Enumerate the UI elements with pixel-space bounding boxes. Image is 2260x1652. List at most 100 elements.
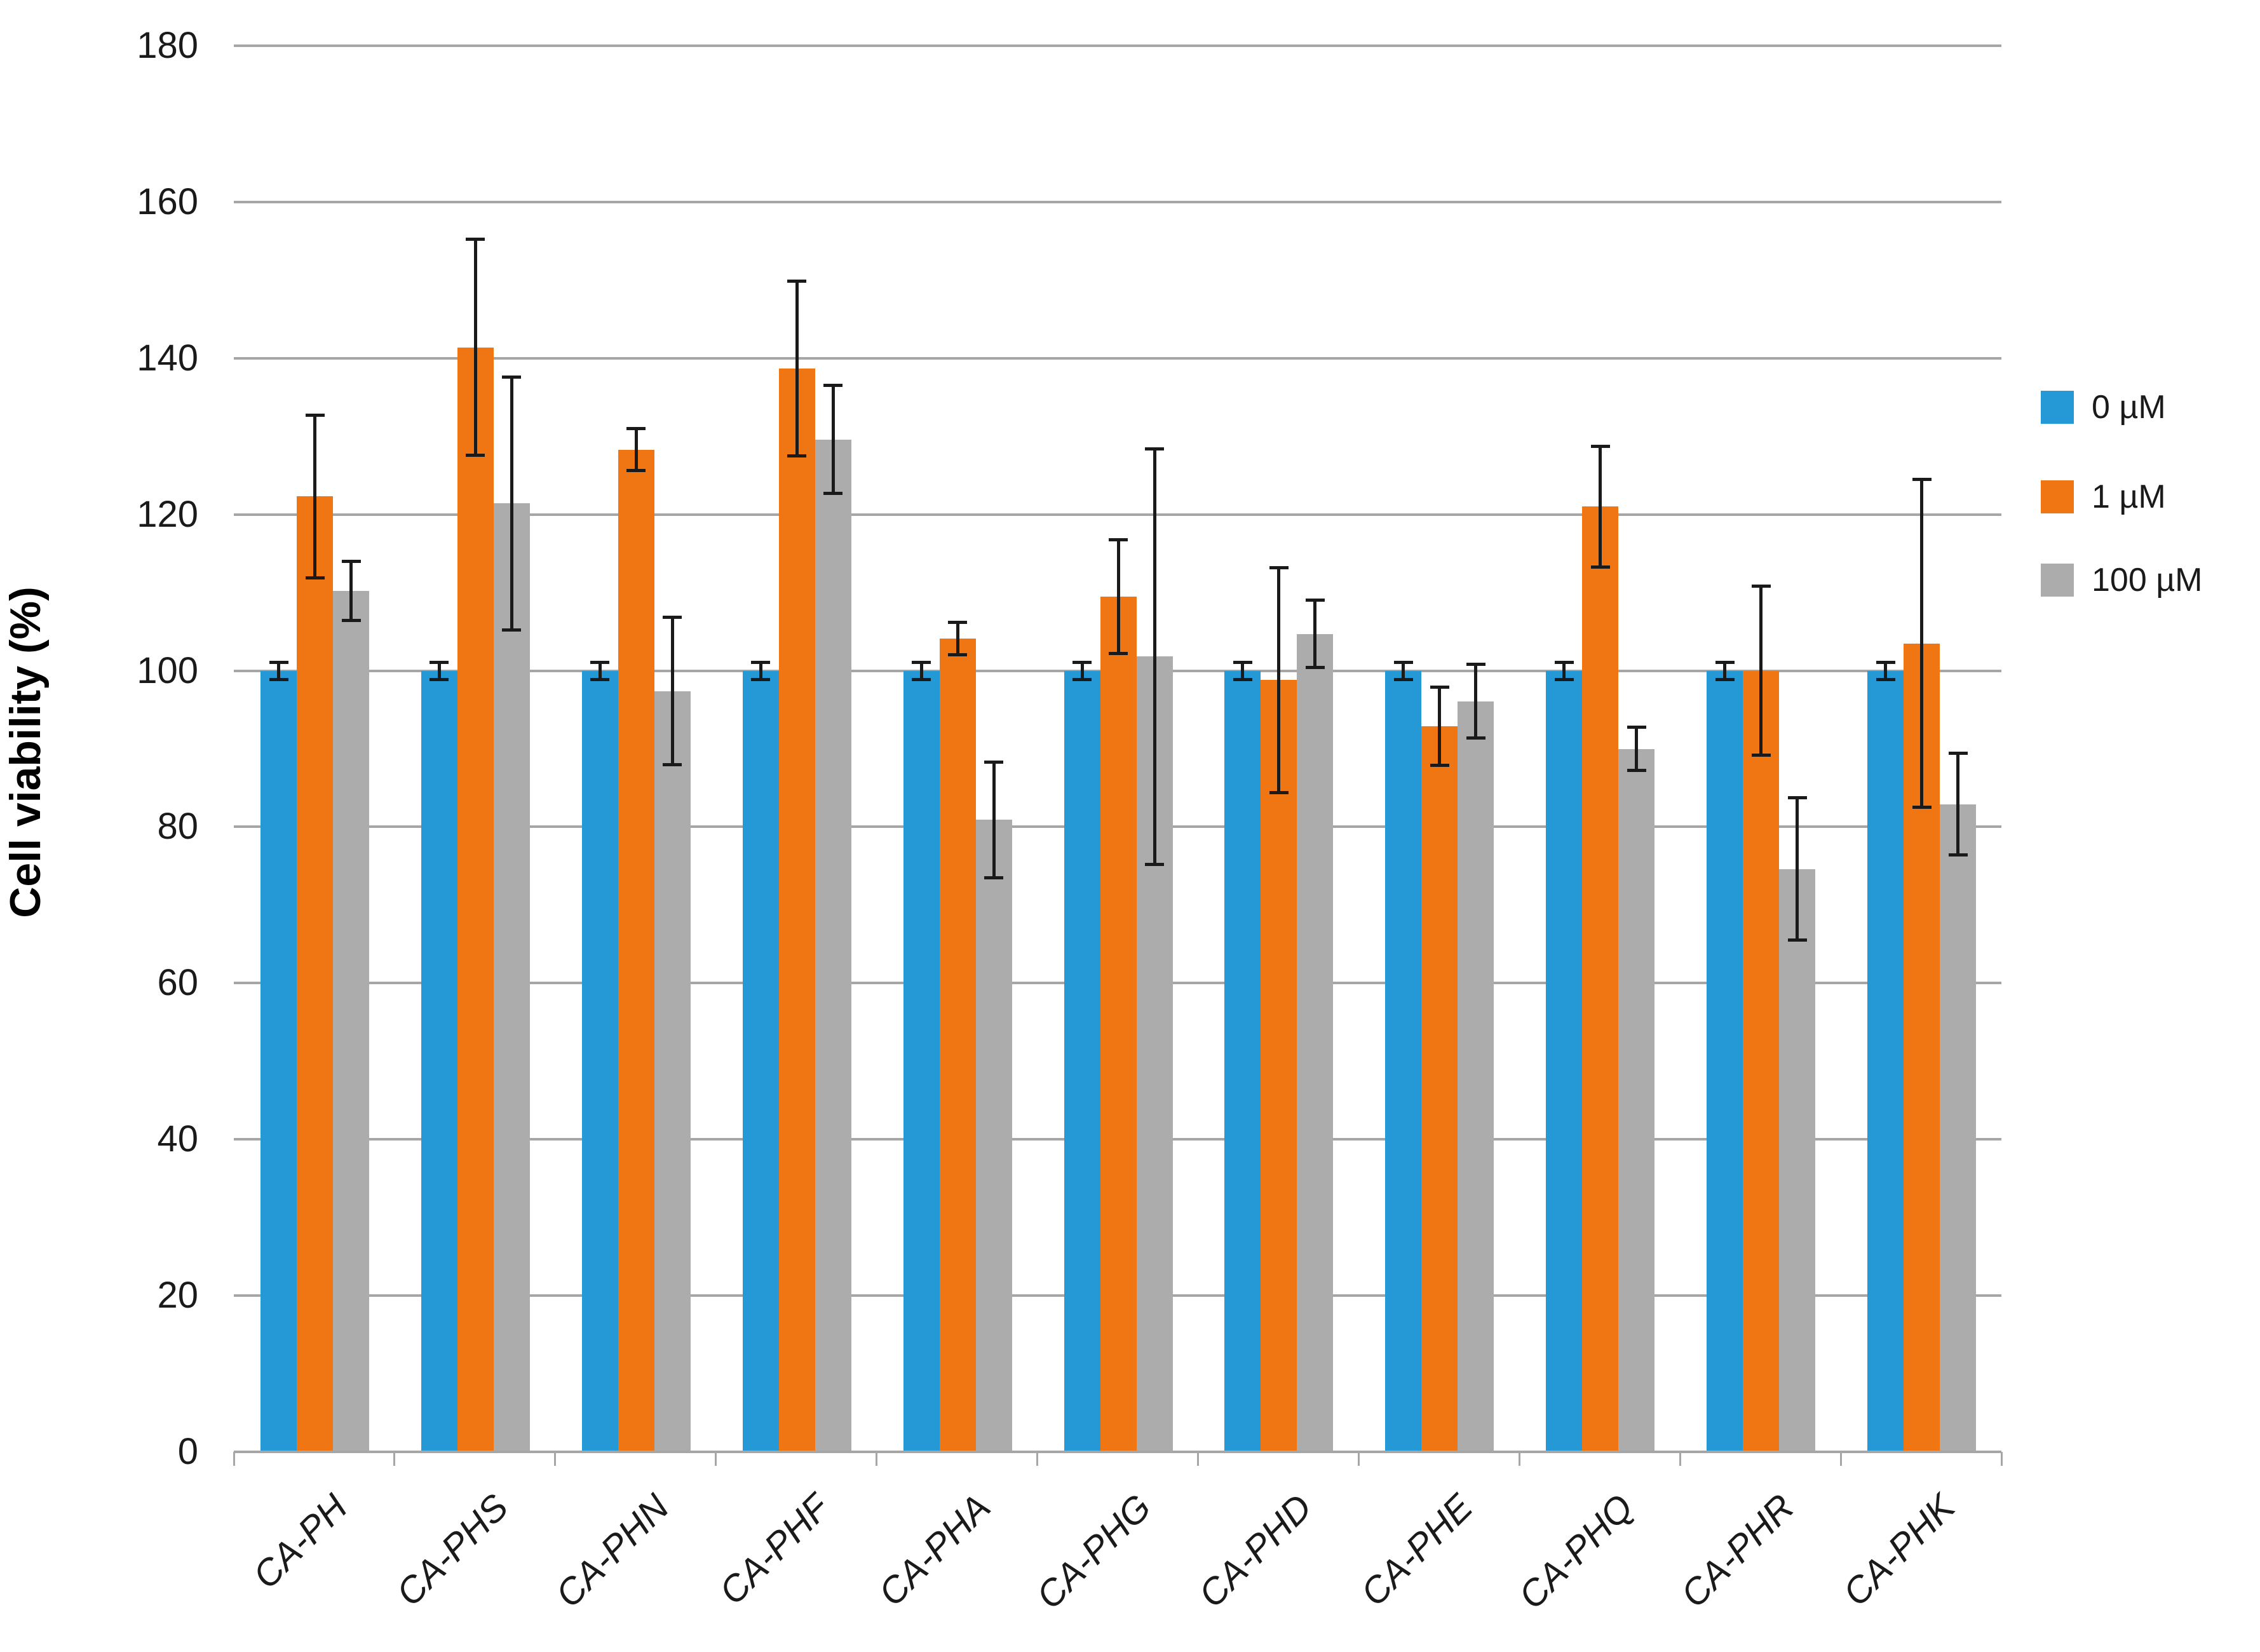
error-100-m-ca-phe-cap-bottom (1466, 736, 1485, 740)
legend-swatch-1-m (2041, 480, 2074, 513)
error-1-m-ca-phe-cap-bottom (1430, 763, 1449, 767)
error-100-m-ca-phs-cap-top (502, 375, 522, 379)
error-0-m-ca-phe-cap-top (1393, 660, 1413, 664)
bar-100-m-ca-ph (333, 591, 369, 1452)
error-100-m-ca-phg-cap-bottom (1145, 862, 1165, 866)
error-1-m-ca-phe-cap-top (1430, 685, 1449, 689)
bar-0-m-ca-phd (1224, 670, 1261, 1452)
bar-0-m-ca-phe (1385, 670, 1422, 1452)
error-100-m-ca-phg-line (1153, 449, 1156, 865)
y-tick-label-20: 20 (157, 1275, 198, 1317)
error-1-m-ca-phq-line (1599, 446, 1602, 567)
error-100-m-ca-phr-cap-bottom (1787, 938, 1807, 942)
bar-1-m-ca-phe (1421, 726, 1458, 1452)
x-axis-tick-3 (715, 1452, 717, 1466)
gridline-120 (234, 513, 2001, 516)
error-1-m-ca-phn-cap-top (626, 426, 646, 430)
bar-0-m-ca-ph (261, 670, 297, 1452)
y-tick-label-180: 180 (137, 25, 198, 66)
bar-0-m-ca-phs (421, 670, 457, 1452)
error-0-m-ca-phs-cap-top (430, 660, 449, 664)
error-1-m-ca-phs-cap-top (466, 238, 485, 241)
error-100-m-ca-ph-cap-bottom (341, 619, 361, 623)
y-tick-label-80: 80 (157, 806, 198, 848)
error-1-m-ca-phs-cap-bottom (466, 453, 485, 457)
legend-swatch-100-m (2041, 564, 2074, 597)
error-1-m-ca-phg-line (1116, 539, 1120, 654)
y-tick-label-100: 100 (137, 649, 198, 691)
bar-100-m-ca-phq (1618, 748, 1655, 1452)
error-0-m-ca-pha-line (919, 662, 923, 680)
error-100-m-ca-phq-cap-top (1627, 725, 1646, 729)
error-100-m-ca-phn-line (670, 617, 674, 765)
error-0-m-ca-pha-cap-bottom (912, 677, 931, 681)
error-0-m-ca-phg-cap-top (1072, 660, 1092, 664)
bar-1-m-ca-phr (1743, 670, 1780, 1452)
x-axis-tick-10 (1839, 1452, 1842, 1466)
error-100-m-ca-phr-cap-top (1787, 796, 1807, 800)
error-100-m-ca-phe-cap-top (1466, 663, 1485, 667)
error-100-m-ca-ph-line (349, 561, 353, 621)
error-100-m-ca-phk-line (1956, 753, 1960, 855)
error-1-m-ca-phs-line (473, 239, 477, 456)
x-category-label-ca-ph: CA-PH (245, 1486, 356, 1597)
bar-100-m-ca-pha (975, 820, 1012, 1452)
error-1-m-ca-phn-line (634, 428, 638, 471)
bar-0-m-ca-phr (1707, 670, 1743, 1452)
error-0-m-ca-phr-cap-top (1715, 660, 1735, 664)
x-axis-tick-1 (393, 1452, 396, 1466)
bar-100-m-ca-phd (1297, 633, 1334, 1452)
error-0-m-ca-ph-cap-bottom (269, 677, 288, 681)
x-axis-tick-2 (554, 1452, 557, 1466)
bar-100-m-ca-phk (1940, 804, 1977, 1452)
y-tick-label-0: 0 (177, 1431, 198, 1472)
bar-1-m-ca-ph (297, 496, 333, 1452)
y-tick-label-60: 60 (157, 962, 198, 1004)
y-tick-label-40: 40 (157, 1118, 198, 1160)
legend-label-100-m: 100 µM (2092, 562, 2203, 599)
x-axis-tick-4 (876, 1452, 878, 1466)
y-tick-label-160: 160 (137, 180, 198, 222)
bar-0-m-ca-phq (1546, 670, 1583, 1452)
error-100-m-ca-phs-line (510, 377, 513, 630)
y-tick-label-120: 120 (137, 493, 198, 535)
x-axis-tick-11 (2000, 1452, 2003, 1466)
error-100-m-ca-phg-cap-top (1145, 447, 1165, 450)
error-1-m-ca-phk-cap-top (1912, 477, 1932, 481)
error-100-m-ca-phq-line (1635, 727, 1639, 771)
bar-100-m-ca-phe (1458, 701, 1494, 1452)
error-0-m-ca-phn-cap-bottom (590, 677, 610, 681)
error-0-m-ca-ph-cap-top (269, 660, 288, 664)
error-1-m-ca-phr-line (1759, 586, 1763, 755)
bar-0-m-ca-pha (903, 670, 940, 1452)
error-1-m-ca-phf-line (795, 281, 799, 456)
error-100-m-ca-pha-line (992, 762, 996, 878)
error-100-m-ca-phf-cap-bottom (823, 491, 843, 495)
error-1-m-ca-phg-cap-bottom (1109, 652, 1128, 655)
error-1-m-ca-phf-cap-bottom (787, 454, 807, 457)
error-0-m-ca-phd-line (1241, 662, 1245, 680)
bar-100-m-ca-phf (815, 439, 851, 1452)
error-0-m-ca-phf-cap-top (751, 660, 771, 664)
error-0-m-ca-phs-line (437, 662, 441, 680)
error-0-m-ca-phd-cap-top (1233, 660, 1252, 664)
error-0-m-ca-phq-line (1562, 662, 1566, 680)
error-1-m-ca-ph-cap-bottom (305, 576, 325, 579)
error-0-m-ca-phk-cap-top (1876, 660, 1895, 664)
error-0-m-ca-phq-cap-top (1554, 660, 1574, 664)
error-1-m-ca-phk-cap-bottom (1912, 806, 1932, 809)
error-1-m-ca-phn-cap-bottom (626, 469, 646, 473)
error-0-m-ca-phn-line (598, 662, 602, 680)
x-axis-line (234, 1451, 2001, 1453)
error-100-m-ca-phd-cap-top (1305, 599, 1325, 602)
error-1-m-ca-phk-line (1920, 479, 1924, 808)
error-1-m-ca-pha-cap-top (948, 620, 968, 624)
error-0-m-ca-phd-cap-bottom (1233, 677, 1252, 681)
bar-1-m-ca-phq (1582, 506, 1619, 1452)
error-0-m-ca-phe-line (1402, 662, 1405, 680)
error-1-m-ca-ph-cap-top (305, 414, 325, 417)
gridline-180 (234, 44, 2001, 47)
error-100-m-ca-phs-cap-bottom (502, 628, 522, 632)
bar-100-m-ca-phs (493, 503, 530, 1452)
error-1-m-ca-phf-cap-top (787, 279, 807, 283)
